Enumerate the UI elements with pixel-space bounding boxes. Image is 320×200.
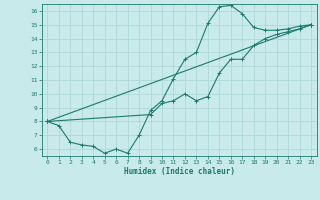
X-axis label: Humidex (Indice chaleur): Humidex (Indice chaleur) — [124, 167, 235, 176]
